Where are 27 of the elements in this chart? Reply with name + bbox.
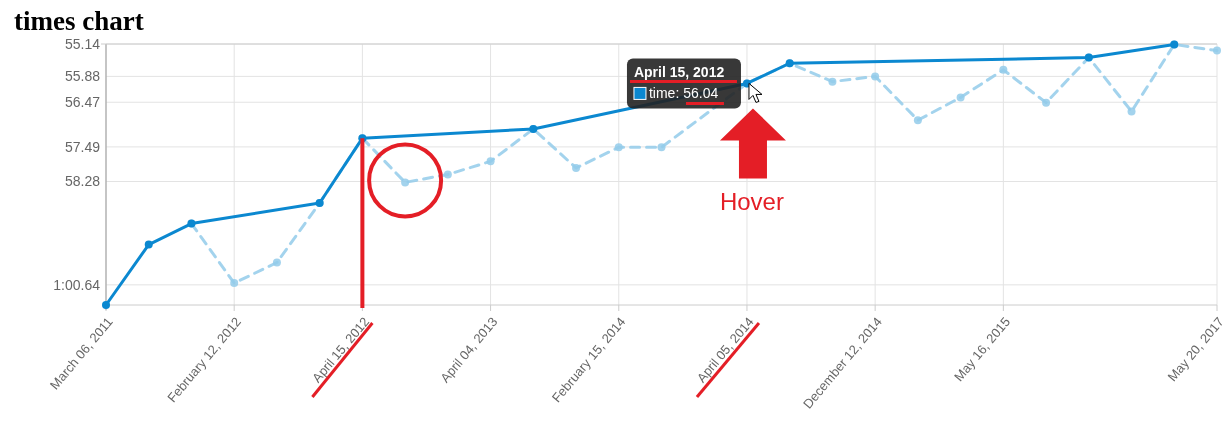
chart-title: times chart	[14, 6, 144, 36]
y-tick-label: 57.49	[64, 138, 101, 155]
point	[657, 143, 666, 152]
point	[144, 240, 153, 249]
annotation: Hover	[719, 188, 784, 216]
y-tick-label: 58.28	[64, 173, 101, 190]
point	[1042, 98, 1051, 107]
point	[443, 170, 452, 179]
point	[401, 178, 410, 187]
annotation: April 15, 2012	[633, 64, 725, 81]
point	[1213, 46, 1221, 55]
y-tick-label: 1:00.64	[53, 276, 101, 293]
annotation: time: 56.04	[648, 85, 719, 102]
point	[230, 279, 239, 288]
point	[614, 143, 623, 152]
point	[956, 93, 965, 102]
point	[272, 258, 281, 267]
point	[1127, 107, 1136, 116]
point	[871, 72, 880, 81]
point	[486, 157, 495, 166]
point	[913, 116, 922, 125]
y-tick-label: 55.14	[64, 35, 101, 52]
point	[572, 163, 581, 172]
point	[828, 77, 837, 86]
y-tick-label: 55.88	[64, 68, 101, 85]
y-tick-label: 56.47	[64, 94, 101, 111]
point	[999, 65, 1008, 74]
